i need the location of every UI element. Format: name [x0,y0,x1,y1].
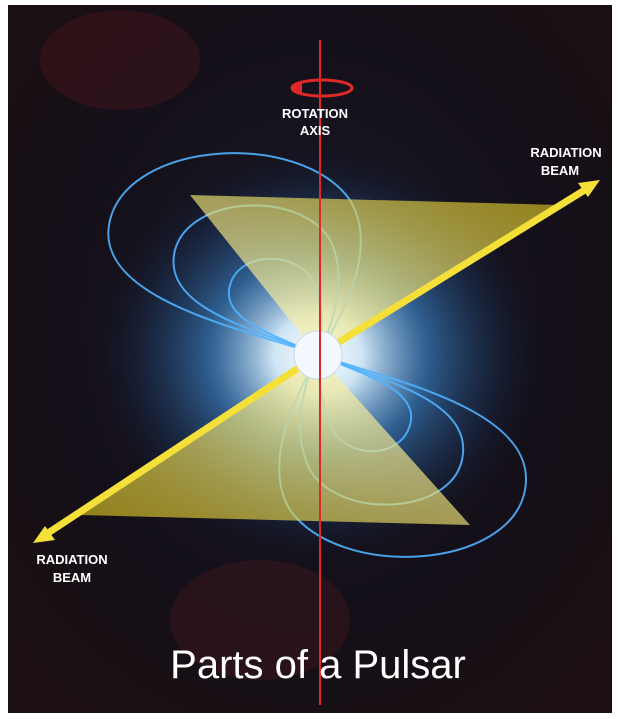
neutron-star [294,331,342,379]
label: RADIATION [36,552,107,567]
nebula [40,10,200,110]
label: BEAM [53,570,91,585]
caption: Parts of a Pulsar [170,643,466,687]
label: AXIS [300,123,331,138]
label: BEAM [541,163,579,178]
page: ROTATION AXIS RADIATION BEAM RADIATION B… [0,0,618,719]
pulsar-diagram: ROTATION AXIS RADIATION BEAM RADIATION B… [0,0,618,719]
label: ROTATION [282,106,348,121]
label: RADIATION [530,145,601,160]
